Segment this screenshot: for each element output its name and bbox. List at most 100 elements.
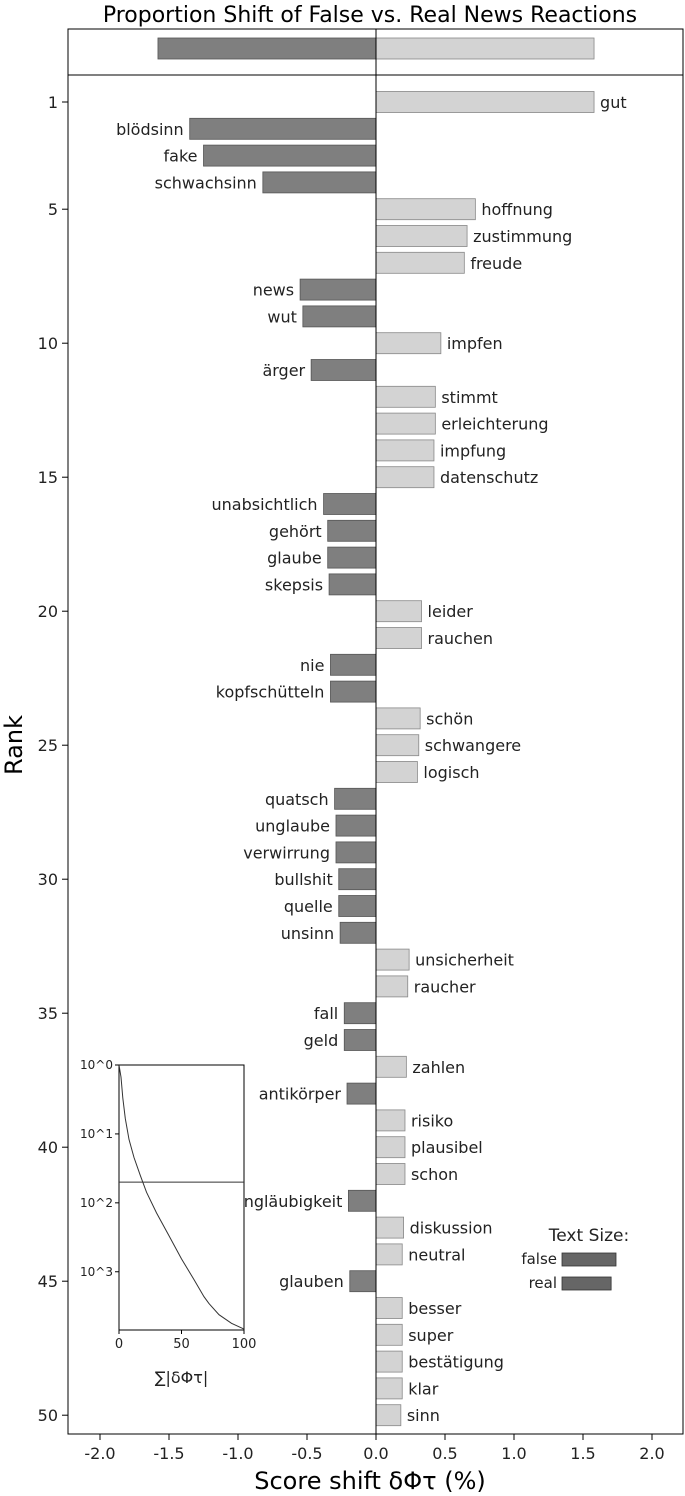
word-bar-27	[334, 787, 377, 810]
word-bar-14	[375, 439, 435, 462]
word-bar-28	[335, 814, 377, 837]
x-tick-label-3: -0.5	[291, 1444, 322, 1463]
word-bar-46	[375, 1297, 403, 1319]
word-bar-23	[330, 680, 377, 703]
word-label-23: kopfschütteln	[216, 683, 325, 702]
word-label-39: risiko	[411, 1111, 453, 1130]
inset-y-tick-label-1: 10^1	[80, 1127, 113, 1141]
word-bar-44	[375, 1243, 403, 1266]
y-tick-label-2: 10	[38, 334, 58, 353]
word-bar-39	[375, 1109, 406, 1132]
summary-panel	[67, 28, 684, 76]
summary-bar-real	[375, 37, 595, 60]
word-bar-16	[323, 493, 377, 515]
word-label-8: news	[253, 281, 294, 300]
word-label-45: glauben	[279, 1272, 344, 1291]
word-label-33: unsicherheit	[415, 951, 514, 970]
word-bar-10	[375, 332, 442, 355]
word-label-38: antikörper	[259, 1085, 342, 1104]
x-tick-label-7: 1.5	[570, 1444, 595, 1463]
word-label-49: klar	[408, 1379, 439, 1398]
word-label-17: gehört	[269, 522, 322, 541]
word-label-24: schön	[426, 709, 473, 728]
word-bar-26	[375, 761, 418, 783]
word-label-48: bestätigung	[408, 1353, 504, 1372]
inset-x-tick-label-0: 0	[115, 1337, 123, 1352]
word-bar-41	[375, 1163, 406, 1185]
word-bar-24	[375, 707, 421, 730]
word-label-41: schon	[411, 1165, 458, 1184]
word-bar-40	[375, 1136, 406, 1159]
word-bar-36	[343, 1029, 377, 1051]
word-bar-12	[375, 385, 436, 408]
y-tick-label-3: 15	[38, 468, 58, 487]
text-size-legend: Text Size: false real	[521, 1226, 629, 1292]
word-label-29: verwirrung	[243, 843, 330, 862]
word-label-2: blödsinn	[116, 120, 184, 139]
word-bar-29	[335, 841, 377, 864]
x-tick-label-8: 2.0	[639, 1444, 664, 1463]
word-label-20: leider	[428, 602, 474, 621]
inset-frame	[118, 1064, 245, 1331]
word-bar-32	[339, 921, 377, 944]
word-bar-43	[375, 1216, 405, 1239]
summary-bar-false	[157, 37, 377, 60]
word-bar-3	[203, 144, 377, 167]
word-bar-18	[327, 546, 377, 569]
inset-cumulative-plot: 10^0 10^1 10^2 10^3 0 50 100 ∑|δΦτ|	[80, 1058, 256, 1387]
word-label-9: wut	[267, 307, 297, 326]
word-bar-5	[375, 198, 476, 221]
word-label-35: fall	[314, 1004, 338, 1023]
y-tick-label-7: 35	[38, 1004, 58, 1023]
word-bar-49	[375, 1377, 403, 1400]
y-tick-label-0: 1	[48, 93, 58, 112]
word-bar-15	[375, 466, 435, 489]
word-bar-20	[375, 600, 422, 623]
word-bar-4	[262, 171, 377, 194]
inset-x-tick-label-1: 50	[173, 1337, 190, 1352]
word-bar-48	[375, 1350, 403, 1373]
word-bar-45	[349, 1270, 377, 1293]
y-tick-label-10: 50	[38, 1406, 58, 1425]
inset-x-tick-label-2: 100	[232, 1337, 257, 1352]
word-label-27: quatsch	[265, 790, 329, 809]
word-bar-22	[330, 653, 377, 676]
word-bar-37	[375, 1055, 407, 1078]
x-tick-label-6: 1.0	[501, 1444, 526, 1463]
word-label-43: diskussion	[410, 1219, 493, 1238]
main-plot: gut blödsinn fake schwachsinn hoffnung zustim…	[38, 74, 684, 1463]
word-label-31: quelle	[284, 897, 333, 916]
word-label-11: ärger	[262, 361, 305, 380]
word-bar-50	[375, 1404, 402, 1427]
word-label-13: erleichterung	[441, 415, 548, 434]
word-label-19: skepsis	[265, 575, 323, 594]
word-bar-38	[346, 1082, 377, 1105]
word-bar-25	[375, 734, 420, 757]
word-label-5: hoffnung	[481, 200, 553, 219]
word-label-18: glaube	[267, 549, 322, 568]
y-tick-label-6: 30	[38, 870, 58, 889]
word-label-7: freude	[470, 254, 522, 273]
word-label-40: plausibel	[411, 1138, 483, 1157]
word-bar-9	[302, 305, 377, 328]
word-label-21: rauchen	[428, 629, 493, 648]
word-label-32: unsinn	[281, 924, 334, 943]
word-label-22: nie	[300, 656, 324, 675]
word-label-10: impfen	[447, 334, 503, 353]
legend-bar-real	[561, 1276, 612, 1291]
word-bar-34	[375, 975, 409, 998]
word-bar-21	[375, 627, 422, 649]
word-bar-30	[338, 868, 377, 891]
word-bar-47	[375, 1323, 403, 1346]
word-label-34: raucher	[414, 977, 476, 996]
word-bar-11	[310, 359, 377, 381]
word-bar-2	[189, 117, 377, 140]
word-label-12: stimmt	[441, 388, 498, 407]
inset-y-tick-label-0: 10^0	[80, 1058, 113, 1072]
inset-y-tick-label-2: 10^2	[80, 1196, 113, 1210]
y-tick-label-8: 40	[38, 1138, 58, 1157]
inset-x-label: ∑|δΦτ|	[155, 1368, 209, 1387]
word-bar-8	[299, 278, 377, 301]
legend-label-false: false	[521, 1250, 557, 1268]
